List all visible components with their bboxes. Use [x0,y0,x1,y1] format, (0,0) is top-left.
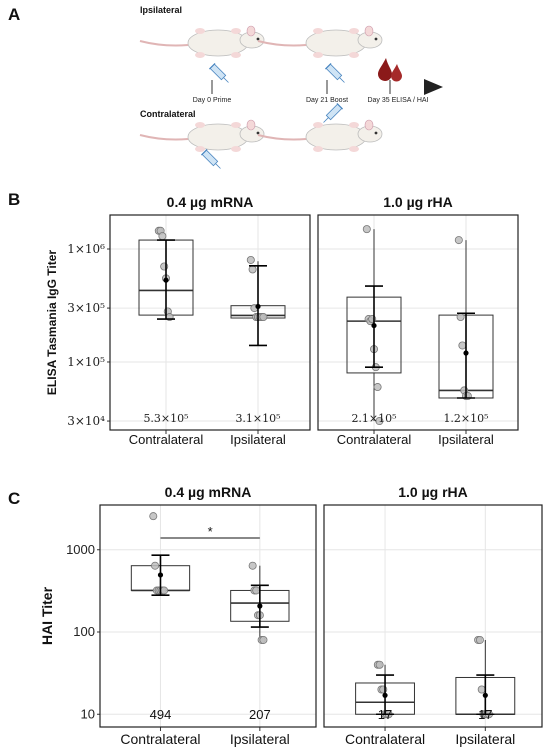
data-point [259,313,268,322]
data-point [151,561,160,570]
mean-point [482,692,488,698]
y-tick-label: 1×10⁵ [67,355,105,369]
x-category-label: Ipsilateral [230,731,290,747]
facet-frame [99,504,317,728]
data-point [248,265,257,274]
mouse-illustration [139,25,265,59]
mean-point [157,572,164,578]
mean-point [163,277,169,283]
mouse-illustration [139,119,265,153]
facet-title: 0.4 µg mRNA [165,484,252,500]
x-category-label: Contralateral [337,432,412,447]
mean-point [382,692,388,698]
data-point [454,236,463,245]
data-point [246,255,255,264]
timeline-arrowhead-icon [424,79,443,95]
data-point [458,341,467,350]
data-point [375,660,384,669]
chart-b: B ELISA Tasmania IgG Titer 3×10⁴ 1×10⁵ 3×10⁵… [8,190,519,447]
y-tick-label: 10 [81,706,95,721]
data-point [149,512,158,521]
y-tick-label: 1000 [66,542,95,557]
facet-frame [323,504,543,728]
timeline-label-boost: Day 21 Boost [306,97,348,104]
y-tick-label: 3×10⁵ [67,301,105,315]
mean-point [257,603,263,609]
mean-point [371,322,377,329]
data-point [252,586,261,595]
facet-title: 1.0 µg rHA [398,484,468,500]
timeline-label-assay: Day 35 ELISA / HAI [367,97,428,104]
mean-point [463,350,469,356]
syringe-icon [200,148,224,172]
facet-frame [109,214,311,431]
chart-c: C HAI Titer 10 100 1000 0.4 µg mRNA 494 Contral… [8,484,543,747]
syringe-icon [320,102,344,126]
y-tick-label: 100 [73,624,95,639]
mean-value-label: 494 [150,707,172,722]
y-tick-label: 1×10⁶ [67,242,105,256]
x-category-label: Ipsilateral [230,432,286,447]
mouse-illustration [257,25,383,59]
significance-marker: * [208,524,213,539]
mean-value-label: 3.1×10⁵ [235,412,280,425]
syringe-icon [208,62,232,86]
data-point [475,635,484,644]
ipsilateral-group-label: Ipsilateral [140,5,182,15]
x-category-label: Ipsilateral [438,432,494,447]
blood-drop-icon [378,58,402,82]
data-point [477,685,486,694]
data-point [375,417,384,426]
facet-title: 1.0 µg rHA [383,194,453,210]
y-tick-label: 3×10⁴ [67,414,105,428]
mean-point [255,303,261,310]
data-point [158,232,167,241]
mean-value-label: 17 [378,707,392,722]
data-point [248,561,257,570]
mean-value-label: 1.2×10⁵ [443,412,488,425]
y-axis-label: HAI Titer [39,586,55,645]
panel-letter-b: B [8,190,20,209]
syringe-icon [324,62,348,86]
mean-value-label: 17 [478,707,492,722]
x-category-label: Ipsilateral [455,731,515,747]
x-category-label: Contralateral [120,731,200,747]
data-point [362,225,371,234]
data-point [259,635,268,644]
data-point [456,313,465,322]
mouse-illustration [257,119,383,153]
facet-title: 0.4 µg mRNA [167,194,254,210]
data-point [373,383,382,392]
y-axis-label: ELISA Tasmania IgG Titer [45,250,59,395]
mean-value-label: 207 [249,707,271,722]
contralateral-group-label: Contralateral [140,109,196,119]
facet-frame [317,214,519,431]
x-category-label: Contralateral [345,731,425,747]
mean-value-label: 2.1×10⁵ [351,412,396,425]
timeline-label-prime: Day 0 Prime [193,97,232,104]
mean-value-label: 5.3×10⁵ [143,412,188,425]
panel-letter-c: C [8,489,20,508]
panel-letter-a: A [8,5,20,24]
data-point [160,586,169,595]
x-category-label: Contralateral [129,432,204,447]
